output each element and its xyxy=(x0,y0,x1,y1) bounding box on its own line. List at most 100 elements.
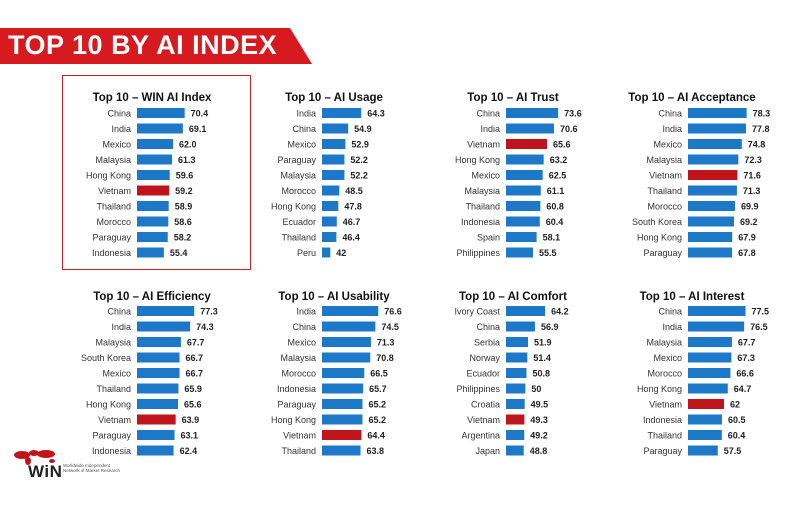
category-label: India xyxy=(296,109,316,119)
value-label: 54.9 xyxy=(354,124,372,134)
bar xyxy=(688,321,745,332)
bar xyxy=(322,399,363,409)
bar xyxy=(688,185,737,196)
category-label: Vietnam xyxy=(467,140,500,150)
category-label: Morocco xyxy=(281,369,316,379)
bar xyxy=(688,201,735,211)
world-map-icon xyxy=(14,450,55,465)
category-label: Ecuador xyxy=(466,369,500,379)
bar xyxy=(506,247,534,258)
bar xyxy=(322,216,337,227)
bar xyxy=(506,108,559,118)
value-label: 65.9 xyxy=(184,384,202,394)
bar xyxy=(322,154,345,165)
category-label: Vietnam xyxy=(98,186,131,196)
bar xyxy=(137,368,180,378)
category-label: Hong Kong xyxy=(637,384,682,394)
value-label: 70.6 xyxy=(560,124,578,134)
category-label: Malaysia xyxy=(646,338,682,348)
title-banner: TOP 10 BY AI INDEX xyxy=(0,28,312,64)
page-title: TOP 10 BY AI INDEX xyxy=(8,30,278,60)
category-label: Philippines xyxy=(456,248,500,258)
bar xyxy=(688,154,739,165)
chart-title: Top 10 – AI Usability xyxy=(278,291,390,303)
category-label: Malaysia xyxy=(464,186,500,196)
category-label: Philippines xyxy=(456,384,500,394)
category-label: Mexico xyxy=(287,140,316,150)
category-label: Thailand xyxy=(647,431,682,441)
bar xyxy=(137,445,174,456)
bar xyxy=(688,139,742,149)
bar xyxy=(688,123,746,134)
bar xyxy=(688,337,732,347)
value-label: 64.4 xyxy=(367,431,385,441)
bar xyxy=(322,201,339,211)
bar xyxy=(137,232,168,242)
bar xyxy=(506,414,525,425)
category-label: India xyxy=(480,124,500,134)
category-label: Morocco xyxy=(281,186,316,196)
bar xyxy=(506,123,554,134)
category-label: Vietnam xyxy=(98,415,131,425)
bar xyxy=(506,352,528,363)
value-label: 51.9 xyxy=(534,338,552,348)
bar xyxy=(688,108,747,118)
value-label: 77.5 xyxy=(752,307,770,317)
bar xyxy=(322,232,337,242)
value-label: 67.8 xyxy=(738,248,756,258)
category-label: Serbia xyxy=(474,338,500,348)
chart-title: Top 10 – WIN AI Index xyxy=(93,92,212,104)
value-label: 65.7 xyxy=(369,384,387,394)
value-label: 58.6 xyxy=(174,217,192,227)
value-label: 63.2 xyxy=(550,155,568,165)
value-label: 74.5 xyxy=(381,322,399,332)
value-label: 73.6 xyxy=(564,109,582,119)
category-label: Ivory Coast xyxy=(454,307,500,317)
bar xyxy=(322,123,349,134)
category-label: South Korea xyxy=(632,217,682,227)
chart-title: Top 10 – AI Interest xyxy=(640,291,745,303)
value-label: 69.9 xyxy=(741,202,759,212)
bar xyxy=(506,383,526,394)
value-label: 70.4 xyxy=(191,109,209,119)
bar xyxy=(506,306,546,316)
bar xyxy=(506,170,543,180)
value-label: 58.1 xyxy=(543,233,561,243)
category-label: Spain xyxy=(477,233,500,243)
value-label: 70.8 xyxy=(376,353,394,363)
bar xyxy=(322,139,346,149)
bar xyxy=(137,216,169,227)
value-label: 62.4 xyxy=(180,446,198,456)
bar xyxy=(688,368,731,378)
value-label: 74.8 xyxy=(748,140,766,150)
value-label: 60.4 xyxy=(546,217,564,227)
value-label: 48.5 xyxy=(345,186,363,196)
category-label: Japan xyxy=(475,446,500,456)
category-label: Thailand xyxy=(281,233,316,243)
value-label: 64.2 xyxy=(551,307,569,317)
category-label: Paraguay xyxy=(643,248,682,258)
bar xyxy=(137,352,180,363)
value-label: 60.4 xyxy=(728,431,746,441)
category-label: Paraguay xyxy=(92,431,131,441)
bar xyxy=(506,201,541,211)
value-label: 65.2 xyxy=(368,415,386,425)
category-label: India xyxy=(296,307,316,317)
value-label: 71.3 xyxy=(377,338,395,348)
category-label: Vietnam xyxy=(467,415,500,425)
bar xyxy=(137,108,185,118)
category-label: Thailand xyxy=(96,384,131,394)
category-label: Malaysia xyxy=(95,155,131,165)
value-label: 65.2 xyxy=(368,400,386,410)
bar xyxy=(322,247,331,258)
value-label: 60.5 xyxy=(728,415,746,425)
bar xyxy=(688,232,733,242)
value-label: 48.8 xyxy=(530,446,548,456)
bar xyxy=(688,430,722,440)
value-label: 78.3 xyxy=(753,109,771,119)
value-label: 63.9 xyxy=(182,415,200,425)
value-label: 47.8 xyxy=(344,202,362,212)
value-label: 50.8 xyxy=(532,369,550,379)
bar xyxy=(322,352,371,363)
chart-title: Top 10 – AI Acceptance xyxy=(628,92,755,104)
